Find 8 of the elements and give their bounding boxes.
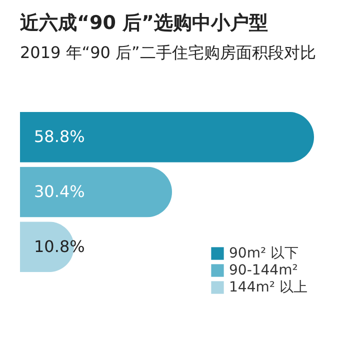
data-label: 10.8% [34, 236, 85, 256]
legend-label: 90m² 以下 [229, 246, 299, 262]
legend-label: 144m² 以上 [229, 280, 308, 296]
chart-title: 近六成“90 后”选购中小户型 [19, 12, 268, 34]
data-label: 58.8% [34, 127, 85, 146]
legend-label: 90-144m² [229, 262, 298, 278]
data-label: 30.4% [34, 182, 85, 201]
chart-subtitle: 2019 年“90 后”二手住宅购房面积段对比 [20, 43, 316, 62]
